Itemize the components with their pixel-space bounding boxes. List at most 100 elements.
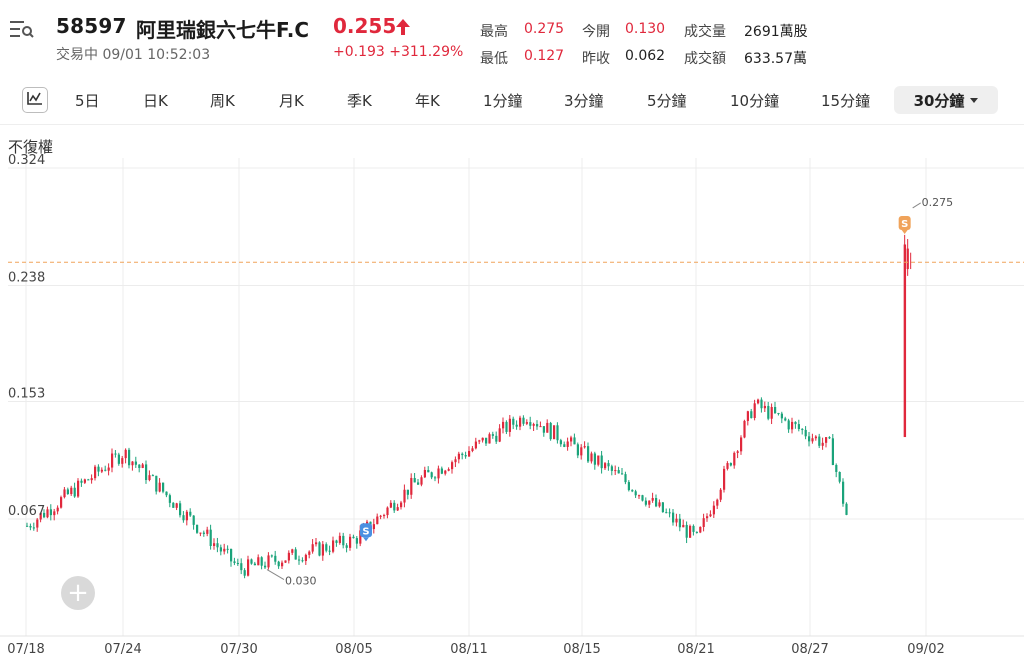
candle-body [658,502,661,507]
stat-value-turnover: 633.57萬 [744,51,807,67]
candle-body [597,455,600,465]
candle-body [379,515,382,517]
candles [26,234,912,579]
sell-marker-orange: S [898,215,911,234]
candle-body [267,555,270,568]
candle-body [359,530,362,544]
candle-body [46,509,49,518]
add-indicator-button[interactable]: + [61,576,95,610]
candle-body [321,544,324,556]
tab-5day[interactable]: 5日 [75,92,100,110]
candle-body [753,403,756,418]
candle-body [719,489,722,500]
candle-body [230,548,233,562]
candle-body [468,450,471,457]
candle-body [461,453,464,456]
candle-body [811,438,814,442]
candle-body [573,437,576,445]
low-annotation-label: 0.030 [285,575,317,588]
candle-body [345,545,348,548]
candle-body [447,469,450,471]
tab-30min-label: 30分鐘 [913,91,965,110]
candle-body [66,489,69,495]
candle-body [53,511,56,516]
candle-body [90,478,93,481]
tab-15min[interactable]: 15分鐘 [821,92,871,110]
tab-1min[interactable]: 1分鐘 [483,92,523,110]
candle-body [213,543,216,546]
tab-10min[interactable]: 10分鐘 [730,92,780,110]
price-adjust-label[interactable]: 不復權 [8,138,54,156]
candle-body [655,498,658,507]
candle-body [614,470,617,472]
candle-body [801,429,804,431]
x-tick-label: 07/30 [220,642,257,657]
candle-body [155,475,158,492]
sell-marker-blue: S [360,523,372,542]
candle-body [689,525,692,538]
candle-body [111,453,114,468]
candle-body [243,570,246,576]
chart-type-button[interactable] [22,87,48,113]
candle-body [733,452,736,466]
candle-body [114,453,117,455]
candle-body [97,466,100,472]
candle-body [474,441,477,449]
tab-weekly-k[interactable]: 周K [210,92,235,110]
candle-body [158,482,161,492]
candle-body [196,524,199,533]
candle-body [216,543,219,548]
candle-body [287,552,290,561]
candle-body [240,563,243,571]
candle-body [621,473,624,475]
candle-body [709,514,712,517]
tab-quarterly-k[interactable]: 季K [347,92,372,110]
candle-body [291,549,294,553]
candle-body [236,562,239,564]
candle-body [675,518,678,523]
candle-body [559,440,562,445]
candle-body [26,525,29,527]
candle-body [253,563,256,566]
menu-search-icon[interactable] [8,18,34,40]
tab-monthly-k[interactable]: 月K [279,92,304,110]
candle-body [260,557,263,566]
candle-body [393,502,396,511]
candle-body [607,463,610,467]
candle-body [570,437,573,442]
candle-body [777,413,780,415]
candle-body [665,512,668,514]
candle-body [770,406,773,419]
candle-body [444,470,447,474]
candle-body [498,428,501,442]
candle-body [437,468,440,479]
tab-30min-dropdown[interactable]: 30分鐘 [894,86,998,114]
candle-body [63,489,66,498]
candle-body [495,435,498,442]
tab-yearly-k[interactable]: 年K [415,92,440,110]
candlestick-chart[interactable]: 0.030 0.275 S S 0.324 0.238 0.153 0.067 07/18 07… [0,150,1024,662]
tab-5min[interactable]: 5分鐘 [647,92,687,110]
stock-name: 阿里瑞銀六七牛F.C [136,18,309,42]
candle-body [787,420,790,430]
candle-body [563,444,566,447]
candle-body [311,544,314,552]
candle-body [192,515,195,525]
candle-body [546,422,549,433]
candle-body [634,491,637,496]
candle-body [651,498,654,501]
tab-daily-k[interactable]: 日K [143,92,168,110]
candle-body [73,487,76,497]
candle-body [43,512,46,518]
candle-body [556,425,559,441]
candle-body [702,518,705,527]
candle-body [49,509,52,516]
candle-body [760,399,763,409]
candle-body [672,512,675,523]
y-tick-label: 0.067 [8,504,45,519]
candle-body [264,565,267,568]
candle-body [423,469,426,478]
candle-body [685,524,688,538]
tab-3min[interactable]: 3分鐘 [564,92,604,110]
sell-marker-blue-tip [363,537,369,542]
